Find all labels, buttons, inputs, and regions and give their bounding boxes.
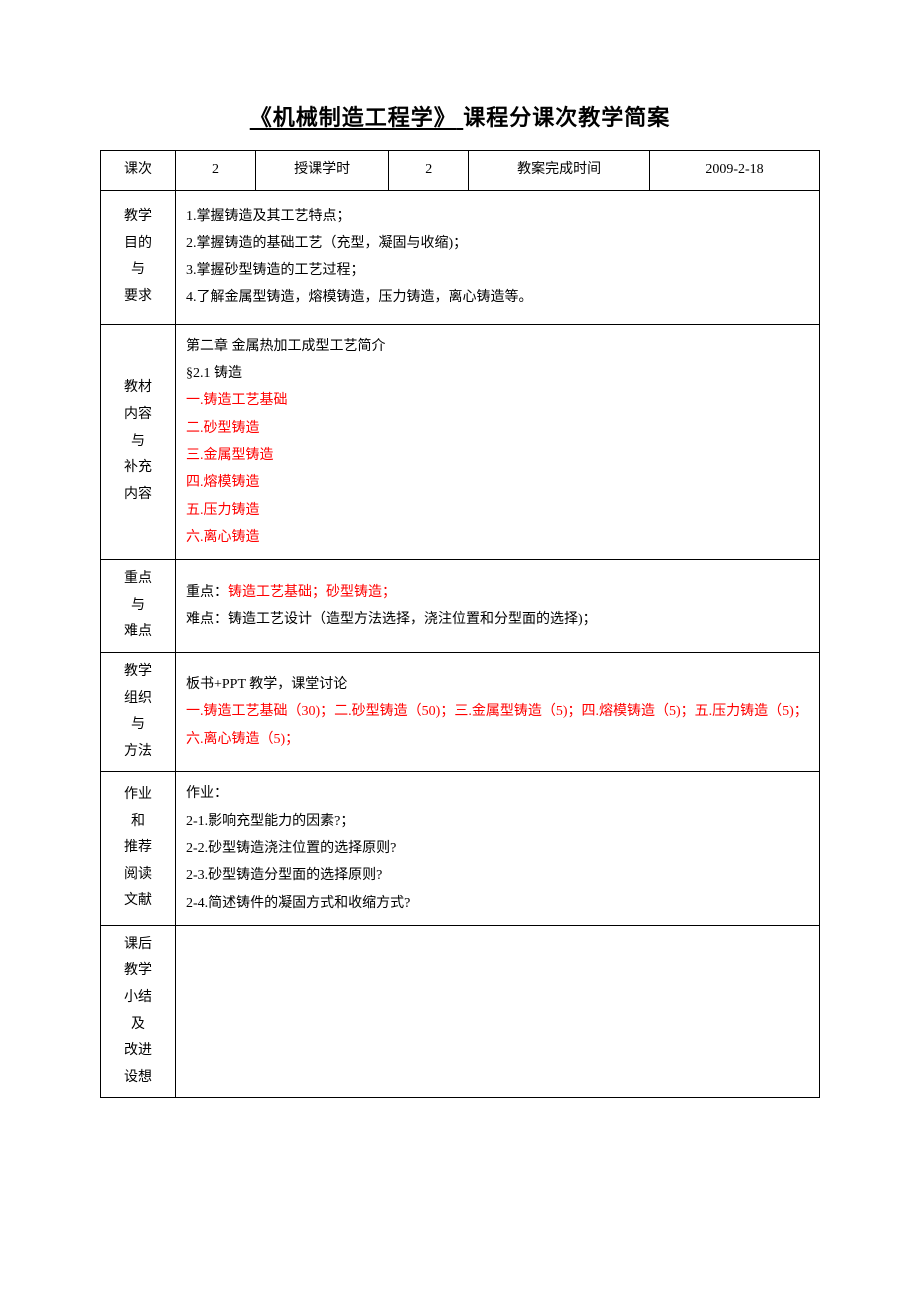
label-line: 阅读 — [124, 867, 152, 882]
homework-item: 2-4.简述铸件的凝固方式和收缩方式? — [186, 890, 809, 917]
label-line: 和 — [131, 814, 145, 829]
materials-content: 第二章 金属热加工成型工艺简介 §2.1 铸造 一.铸造工艺基础 二.砂型铸造 … — [176, 324, 820, 559]
homework-label: 作业 和 推荐 阅读 文献 — [101, 772, 176, 925]
label-line: 及 — [131, 1017, 145, 1032]
label-lesson: 课次 — [101, 151, 176, 191]
value-hours: 2 — [389, 151, 469, 191]
materials-row: 教材 内容 与 补充 内容 第二章 金属热加工成型工艺简介 §2.1 铸造 一.… — [101, 324, 820, 559]
label-line: 与 — [131, 598, 145, 613]
label-line: 教材 — [124, 380, 152, 395]
summary-label: 课后 教学 小结 及 改进 设想 — [101, 925, 176, 1098]
label-line: 推荐 — [124, 840, 152, 855]
keypoints-content: 重点：铸造工艺基础；砂型铸造； 难点：铸造工艺设计（造型方法选择，浇注位置和分型… — [176, 560, 820, 653]
homework-row: 作业 和 推荐 阅读 文献 作业： 2-1.影响充型能力的因素?； 2-2.砂型… — [101, 772, 820, 925]
label-line: 教学 — [124, 963, 152, 978]
method-label: 教学 组织 与 方法 — [101, 652, 176, 771]
label-line: 与 — [131, 717, 145, 732]
label-line: 教学 — [124, 664, 152, 679]
homework-item: 2-2.砂型铸造浇注位置的选择原则? — [186, 835, 809, 862]
material-red-item: 四.熔模铸造 — [186, 469, 809, 496]
label-line: 难点 — [124, 624, 152, 639]
label-line: 要求 — [124, 289, 152, 304]
homework-heading: 作业： — [186, 780, 809, 807]
keypoint-line: 重点：铸造工艺基础；砂型铸造； — [186, 579, 809, 606]
label-line: 教学 — [124, 209, 152, 224]
lesson-plan-table: 课次 2 授课学时 2 教案完成时间 2009-2-18 教学 目的 与 要求 … — [100, 150, 820, 1098]
method-line: 板书+PPT 教学，课堂讨论 — [186, 671, 809, 698]
label-line: 目的 — [124, 236, 152, 251]
keypoint-line: 难点：铸造工艺设计（造型方法选择，浇注位置和分型面的选择)； — [186, 606, 809, 633]
keypoints-row: 重点 与 难点 重点：铸造工艺基础；砂型铸造； 难点：铸造工艺设计（造型方法选择… — [101, 560, 820, 653]
material-item: §2.1 铸造 — [186, 360, 809, 387]
summary-content — [176, 925, 820, 1098]
label-line: 补充 — [124, 460, 152, 475]
objectives-content: 1.掌握铸造及其工艺特点； 2.掌握铸造的基础工艺（充型，凝固与收缩)； 3.掌… — [176, 190, 820, 324]
label-line: 与 — [131, 262, 145, 277]
label-line: 课后 — [124, 937, 152, 952]
label-line: 重点 — [124, 571, 152, 586]
value-completion: 2009-2-18 — [650, 151, 820, 191]
materials-label: 教材 内容 与 补充 内容 — [101, 324, 176, 559]
title-course-name: 《机械制造工程学》 — [250, 105, 457, 130]
material-red-item: 六.离心铸造 — [186, 524, 809, 551]
objectives-label: 教学 目的 与 要求 — [101, 190, 176, 324]
objective-item: 2.掌握铸造的基础工艺（充型，凝固与收缩)； — [186, 230, 809, 257]
keypoints-label: 重点 与 难点 — [101, 560, 176, 653]
label-line: 与 — [131, 434, 145, 449]
label-line: 文献 — [124, 893, 152, 908]
title-suffix: 课程分课次教学简案 — [463, 105, 670, 130]
homework-item: 2-3.砂型铸造分型面的选择原则? — [186, 862, 809, 889]
value-lesson: 2 — [176, 151, 256, 191]
method-red-line: 一.铸造工艺基础（30)；二.砂型铸造（50)；三.金属型铸造（5)；四.熔模铸… — [186, 698, 809, 753]
keypoint-red: 铸造工艺基础；砂型铸造； — [228, 585, 396, 600]
objective-item: 4.了解金属型铸造，熔模铸造，压力铸造，离心铸造等。 — [186, 284, 809, 311]
method-content: 板书+PPT 教学，课堂讨论 一.铸造工艺基础（30)；二.砂型铸造（50)；三… — [176, 652, 820, 771]
material-red-item: 一.铸造工艺基础 — [186, 387, 809, 414]
label-line: 内容 — [124, 487, 152, 502]
label-hours: 授课学时 — [256, 151, 389, 191]
summary-row: 课后 教学 小结 及 改进 设想 — [101, 925, 820, 1098]
label-line: 内容 — [124, 407, 152, 422]
label-line: 改进 — [124, 1043, 152, 1058]
keypoint-prefix: 重点： — [186, 585, 228, 600]
material-item: 第二章 金属热加工成型工艺简介 — [186, 333, 809, 360]
label-line: 组织 — [124, 691, 152, 706]
label-completion: 教案完成时间 — [469, 151, 650, 191]
page-title: 《机械制造工程学》 课程分课次教学简案 — [100, 100, 820, 132]
label-line: 方法 — [124, 744, 152, 759]
material-red-item: 五.压力铸造 — [186, 497, 809, 524]
method-row: 教学 组织 与 方法 板书+PPT 教学，课堂讨论 一.铸造工艺基础（30)；二… — [101, 652, 820, 771]
material-red-item: 三.金属型铸造 — [186, 442, 809, 469]
header-row: 课次 2 授课学时 2 教案完成时间 2009-2-18 — [101, 151, 820, 191]
objective-item: 1.掌握铸造及其工艺特点； — [186, 203, 809, 230]
homework-item: 2-1.影响充型能力的因素?； — [186, 808, 809, 835]
label-line: 作业 — [124, 787, 152, 802]
label-line: 设想 — [124, 1070, 152, 1085]
label-line: 小结 — [124, 990, 152, 1005]
objective-item: 3.掌握砂型铸造的工艺过程； — [186, 257, 809, 284]
objectives-row: 教学 目的 与 要求 1.掌握铸造及其工艺特点； 2.掌握铸造的基础工艺（充型，… — [101, 190, 820, 324]
material-red-item: 二.砂型铸造 — [186, 415, 809, 442]
homework-content: 作业： 2-1.影响充型能力的因素?； 2-2.砂型铸造浇注位置的选择原则? 2… — [176, 772, 820, 925]
